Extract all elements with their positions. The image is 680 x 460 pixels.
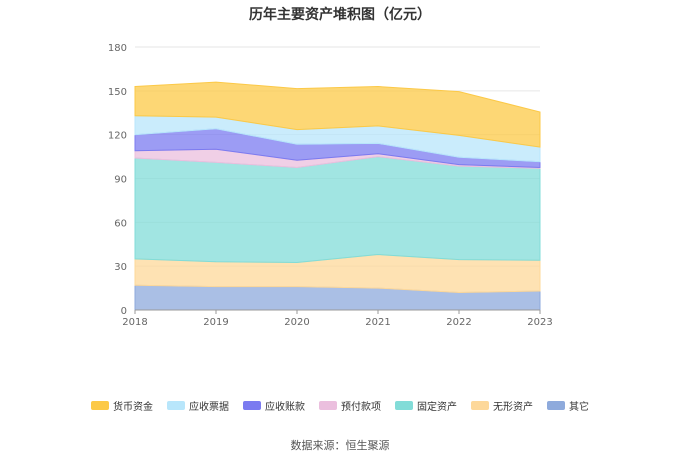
legend-item[interactable]: 固定资产: [395, 398, 457, 413]
area-series-货币资金: [134, 81, 541, 148]
legend-item[interactable]: 无形资产: [471, 398, 533, 413]
legend-item[interactable]: 预付款项: [319, 398, 381, 413]
legend-label: 其它: [569, 402, 589, 413]
y-tick-label: 120: [108, 131, 127, 142]
legend-label: 无形资产: [493, 402, 533, 413]
legend-swatch: [319, 401, 337, 410]
y-tick-label: 0: [121, 306, 127, 317]
legend-item[interactable]: 其它: [547, 398, 589, 413]
legend: 货币资金 应收票据 应收账款 预付款项 固定资产 无形资产 其它: [0, 398, 680, 413]
legend-swatch: [243, 401, 261, 410]
y-tick-label: 180: [108, 43, 127, 54]
legend-swatch: [395, 401, 413, 410]
axes: 0 30 60 90 120 150 180 2018 2019 2020 2021 2022 2023: [108, 43, 553, 328]
legend-label: 固定资产: [417, 402, 457, 413]
legend-swatch: [91, 401, 109, 410]
y-tick-label: 60: [114, 218, 127, 229]
area-series: [134, 81, 541, 311]
y-tick-label: 30: [114, 262, 127, 273]
x-tick-label: 2022: [446, 317, 471, 328]
source-note: 数据来源：恒生聚源: [290, 439, 390, 452]
legend-item[interactable]: 货币资金: [91, 398, 153, 413]
legend-label: 应收账款: [265, 402, 305, 413]
legend-swatch: [471, 401, 489, 410]
legend-item[interactable]: 应收票据: [167, 398, 229, 413]
legend-item[interactable]: 应收账款: [243, 398, 305, 413]
legend-swatch: [547, 401, 565, 410]
x-tick-label: 2019: [203, 317, 228, 328]
area-series-固定资产: [134, 156, 541, 264]
legend-label: 预付款项: [341, 402, 381, 413]
x-tick-label: 2023: [527, 317, 552, 328]
legend-label: 货币资金: [113, 402, 153, 413]
x-tick-label: 2021: [365, 317, 390, 328]
x-tick-label: 2020: [284, 317, 309, 328]
x-tick-label: 2018: [122, 317, 147, 328]
legend-label: 应收票据: [189, 402, 229, 413]
y-tick-label: 150: [108, 87, 127, 98]
chart-title: 历年主要资产堆积图（亿元）: [249, 7, 431, 23]
y-tick-label: 90: [114, 175, 127, 186]
legend-swatch: [167, 401, 185, 410]
